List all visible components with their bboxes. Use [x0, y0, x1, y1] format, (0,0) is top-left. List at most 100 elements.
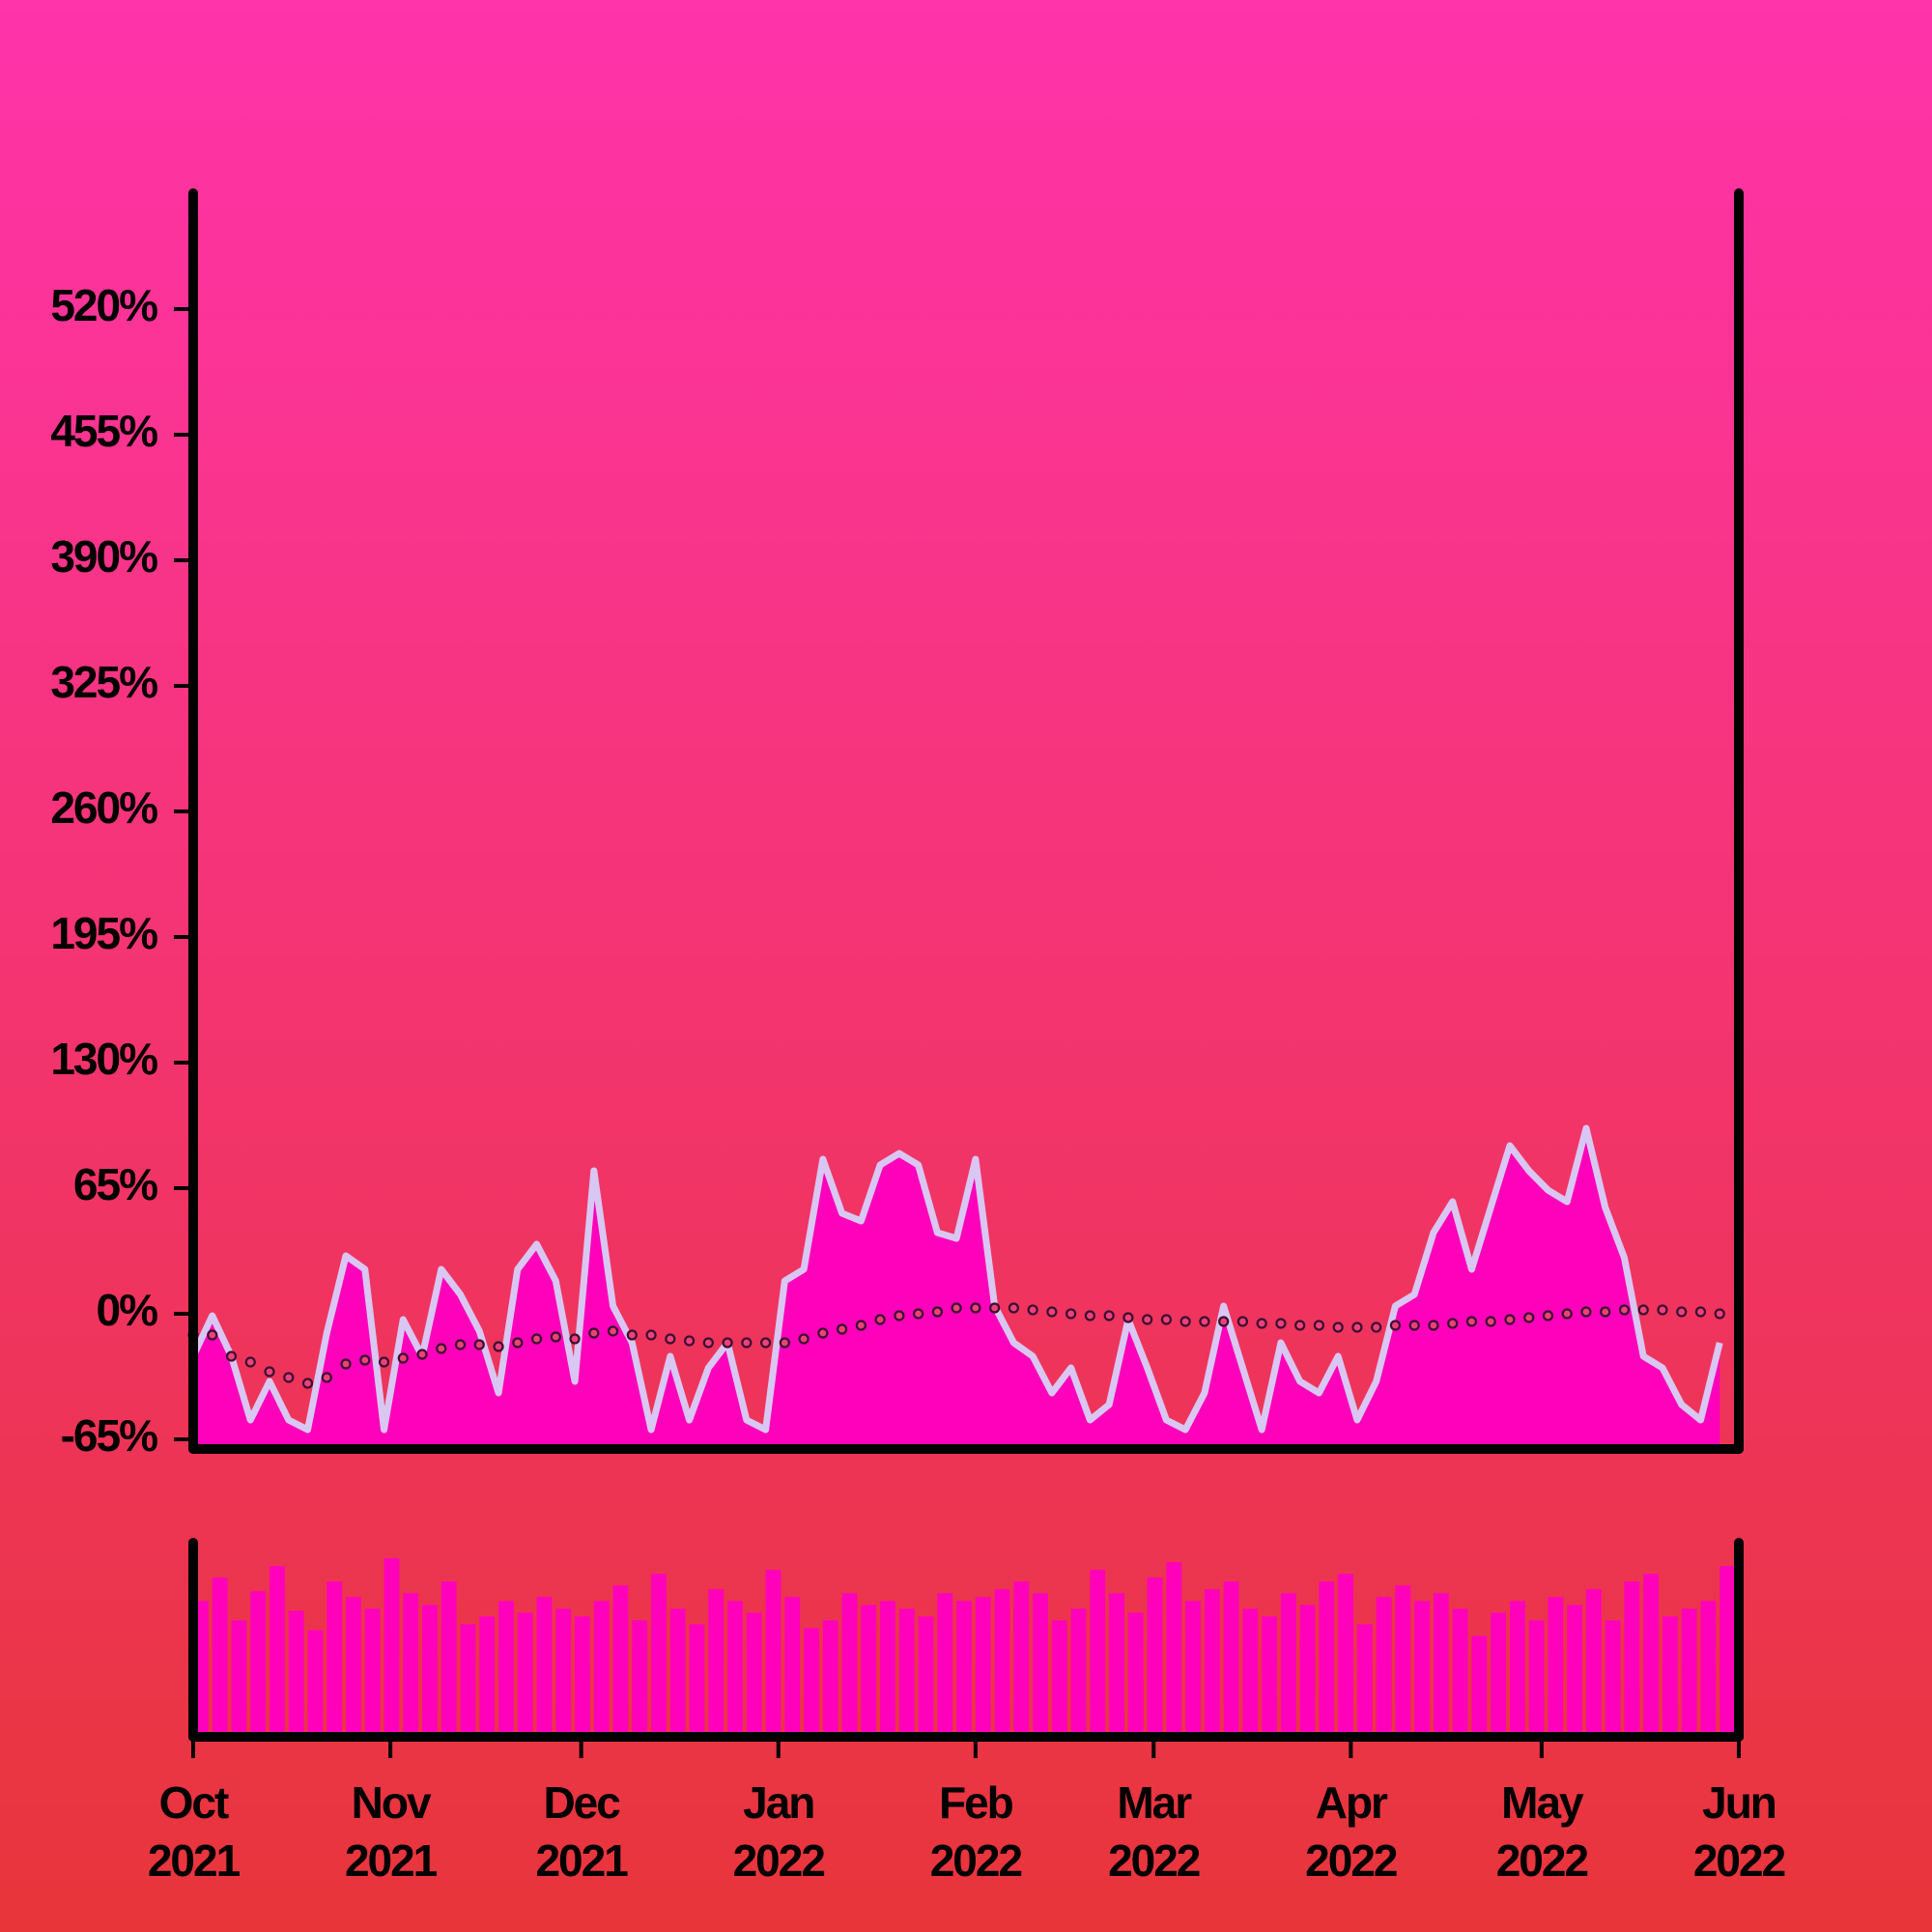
volume-bar: [994, 1589, 1010, 1737]
volume-bar: [632, 1620, 648, 1737]
volume-bar: [307, 1630, 324, 1737]
ma-dot: [225, 1350, 238, 1362]
volume-bar: [1051, 1620, 1067, 1737]
volume-bar: [880, 1601, 895, 1737]
ma-dot: [1122, 1312, 1134, 1323]
x-tick-label: Feb 2022: [929, 1777, 1023, 1886]
area-fill: [193, 1128, 1720, 1449]
ma-dot: [645, 1329, 657, 1341]
ma-dot: [798, 1333, 810, 1345]
ma-dot: [1236, 1316, 1249, 1327]
y-tick-label: 325%: [50, 657, 157, 707]
y-tick-label: -65%: [61, 1410, 157, 1461]
ma-dot: [1046, 1306, 1058, 1318]
ma-dot: [283, 1372, 295, 1383]
volume-bar: [898, 1608, 915, 1737]
ma-dot: [1465, 1316, 1478, 1327]
volume-bar: [1414, 1601, 1430, 1737]
volume-bar: [1299, 1605, 1316, 1737]
volume-bar: [708, 1589, 724, 1737]
ma-dot: [1142, 1314, 1153, 1325]
ma-dot: [837, 1323, 848, 1335]
ma-dot: [264, 1366, 275, 1378]
volume-bar: [231, 1620, 247, 1737]
ma-dot: [1008, 1302, 1019, 1314]
y-tick-label: 0%: [97, 1285, 158, 1335]
volume-bar: [612, 1585, 629, 1737]
x-tick-label: Apr 2022: [1305, 1777, 1398, 1886]
volume-bar: [975, 1597, 991, 1737]
volume-bar: [1605, 1620, 1621, 1737]
volume-bar: [956, 1601, 972, 1737]
ma-dot: [913, 1308, 924, 1320]
volume-bar: [727, 1601, 743, 1737]
volume-bar: [384, 1558, 400, 1737]
ma-dot: [1389, 1320, 1402, 1331]
y-tick-label: 195%: [50, 908, 157, 958]
ma-dot: [1428, 1320, 1439, 1331]
volume-bar: [1185, 1601, 1201, 1737]
ma-dot: [1542, 1310, 1554, 1321]
ma-dot: [1561, 1308, 1573, 1320]
volume-bar: [460, 1624, 476, 1737]
volume-bar: [250, 1591, 267, 1737]
volume-bar: [1509, 1601, 1525, 1737]
x-tick-label: Oct 2021: [147, 1777, 241, 1886]
ma-dot: [530, 1333, 543, 1345]
volume-bar: [440, 1581, 457, 1737]
volume-bar: [364, 1608, 381, 1737]
volume-bar: [1070, 1608, 1087, 1737]
ma-dot: [722, 1337, 733, 1349]
ma-dot: [207, 1329, 218, 1341]
volume-bar: [422, 1605, 438, 1737]
ma-dot: [359, 1354, 371, 1366]
ma-dot: [1332, 1321, 1344, 1333]
volume-bar: [327, 1581, 343, 1737]
volume-bar: [593, 1601, 610, 1737]
volume-bar: [1395, 1585, 1411, 1737]
volume-bar: [1223, 1581, 1239, 1737]
volume-bar: [288, 1610, 304, 1737]
volume-bar: [1127, 1612, 1144, 1737]
x-tick-label: Mar 2022: [1108, 1777, 1201, 1886]
volume-bar: [1338, 1574, 1353, 1737]
volume-bar: [498, 1601, 514, 1737]
volume-bar: [804, 1628, 819, 1737]
volume-bar: [1471, 1635, 1488, 1737]
ma-dot: [1313, 1320, 1325, 1331]
volume-bar: [937, 1593, 953, 1737]
ma-dot: [1351, 1321, 1363, 1333]
volume-bar: [212, 1577, 228, 1737]
ma-dot: [473, 1339, 485, 1350]
ma-dot: [1179, 1316, 1191, 1327]
ma-dot: [894, 1310, 905, 1321]
volume-bar: [1090, 1570, 1106, 1737]
volume-bar: [669, 1608, 686, 1737]
ma-dot: [626, 1329, 638, 1341]
volume-bar: [1567, 1605, 1583, 1737]
volume-bar: [841, 1593, 858, 1737]
volume-bar: [689, 1624, 705, 1737]
x-tick-label: Jan 2022: [732, 1777, 826, 1886]
ma-dot: [855, 1320, 867, 1331]
ma-dot: [588, 1327, 600, 1339]
volume-bar: [1319, 1581, 1335, 1737]
ma-dot: [550, 1331, 561, 1343]
ma-dot: [321, 1372, 332, 1383]
ma-dot: [607, 1325, 619, 1337]
ma-dot: [378, 1356, 390, 1368]
ma-dot: [931, 1306, 943, 1318]
ma-dot: [454, 1339, 467, 1350]
volume-bar: [1700, 1601, 1717, 1737]
volume-bar: [784, 1597, 801, 1737]
ma-dot: [416, 1349, 428, 1360]
volume-bar: [861, 1605, 877, 1737]
volume-bar: [1528, 1620, 1545, 1737]
volume-bar: [346, 1597, 361, 1737]
volume-bar: [1147, 1577, 1163, 1737]
y-tick-label: 65%: [73, 1159, 157, 1209]
ma-dot: [817, 1327, 829, 1339]
volume-bar: [270, 1566, 285, 1737]
